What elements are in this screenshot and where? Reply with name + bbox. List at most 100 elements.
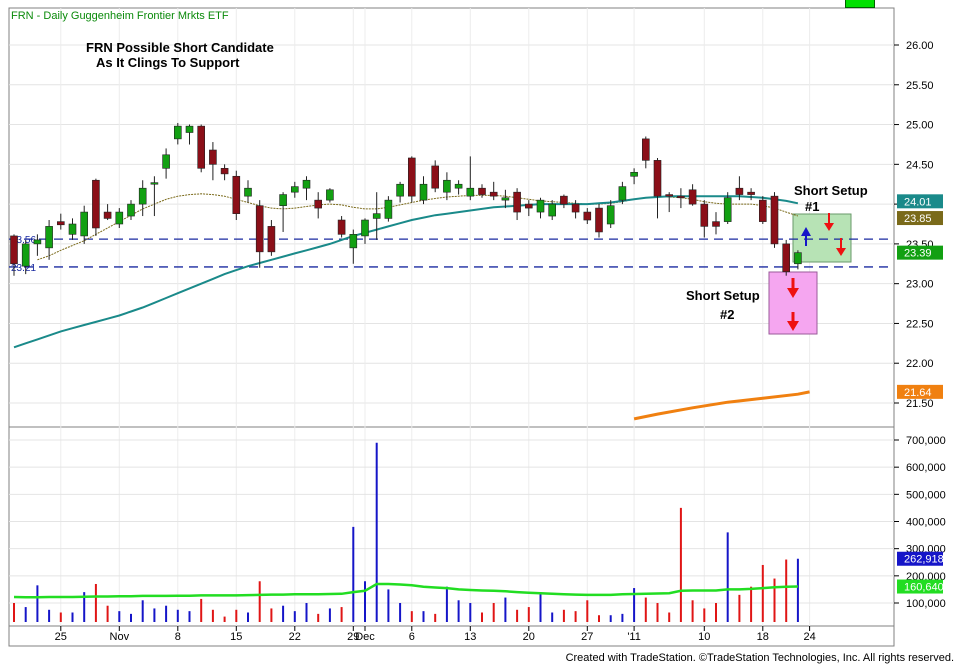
candle-body (267, 226, 276, 253)
price-tick-label: 25.00 (906, 120, 934, 132)
price-tick-label: 23.00 (906, 279, 934, 291)
price-tick-label: 22.00 (906, 358, 934, 370)
candle-body (443, 179, 451, 193)
candle-body (723, 197, 732, 222)
candle-body (56, 221, 65, 226)
candle-body (548, 203, 557, 217)
candle-body (80, 211, 88, 237)
date-tick-label: Dec (355, 631, 375, 643)
date-tick-label: 15 (230, 631, 242, 643)
price-tick-label: 24.50 (906, 159, 934, 171)
ma-long-line (13, 195, 799, 349)
price-tag-bg (897, 384, 943, 399)
candle-body (665, 194, 674, 197)
candle-body (326, 189, 334, 201)
candle-body (700, 203, 709, 227)
candle-body (337, 219, 346, 235)
candle-body (571, 203, 580, 213)
price-tag: 24.01 (904, 196, 932, 208)
candle-body (758, 199, 767, 222)
candle-body (396, 183, 404, 197)
price-tag-bg (897, 194, 943, 209)
candle-body (688, 189, 697, 205)
candle-body (138, 187, 147, 205)
candle-body (33, 239, 42, 245)
annotation-setup1-line1: Short Setup (794, 183, 868, 198)
arrow-up-icon (801, 227, 811, 246)
volume-tag: 160,640 (904, 582, 944, 594)
candle-body (770, 195, 779, 245)
candle-body (103, 211, 112, 219)
candle-body (361, 219, 369, 237)
arrow-down-icon (836, 238, 846, 256)
candle-body (174, 125, 182, 140)
candle-body (618, 186, 627, 201)
date-tick-label: 24 (803, 631, 815, 643)
candle-body (454, 183, 463, 189)
candle-body (466, 187, 475, 197)
candle-body (21, 243, 30, 267)
candle-body (735, 187, 744, 195)
arrow-down-icon (787, 278, 799, 298)
volume-tag: 262,918 (904, 554, 944, 566)
candle-body (45, 226, 53, 249)
candle-body (419, 183, 428, 201)
volume-average-line (13, 582, 798, 599)
candle-body (68, 223, 77, 235)
candle-body (220, 168, 229, 175)
candle-body (127, 203, 135, 217)
candle-body (630, 171, 638, 177)
candle-body (478, 187, 486, 195)
candle-body (302, 179, 311, 189)
candle-body (255, 205, 264, 253)
candle-body (501, 197, 510, 201)
volume-tag-bg (897, 579, 943, 594)
candle-body (583, 211, 592, 221)
candle-body (314, 199, 323, 209)
candle-body (92, 179, 100, 229)
candle-body (384, 199, 393, 219)
price-tag-bg (897, 245, 943, 260)
candle-body (595, 207, 603, 233)
date-tick-label: 10 (698, 631, 710, 643)
date-tick-label: 8 (175, 631, 181, 643)
candle-body (747, 191, 755, 195)
footer-credit: Created with TradeStation. ©TradeStation… (565, 652, 954, 664)
candle-body (677, 195, 685, 199)
chart-title: FRN - Daily Guggenheim Frontier Mrkts ET… (11, 10, 229, 22)
candle-body (244, 187, 252, 197)
price-tick-label: 25.50 (906, 80, 934, 92)
candle-body (197, 125, 205, 169)
candle-body (712, 221, 720, 227)
price-tag: 23.39 (904, 248, 932, 260)
candle-body (653, 160, 662, 197)
price-tick-label: 26.00 (906, 40, 934, 52)
price-tag: 23.85 (904, 213, 932, 225)
candle-body (560, 195, 568, 205)
candle-body (10, 235, 18, 265)
support-label: 23.56 (11, 235, 36, 246)
candle-body (349, 234, 358, 249)
candle-body (372, 213, 381, 219)
date-tick-label: 20 (523, 631, 535, 643)
candle-body (513, 191, 521, 213)
volume-tick-label: 700,000 (906, 435, 946, 447)
candle-body (162, 154, 170, 169)
candle-body (489, 191, 498, 197)
date-tick-label: '11 (627, 631, 641, 643)
candle-body (641, 138, 650, 161)
candle-body (232, 175, 241, 214)
candle-body (794, 252, 802, 265)
annotation-setup2-line2: #2 (720, 307, 735, 322)
arrow-down-icon (787, 312, 799, 331)
volume-tick-label: 400,000 (906, 517, 946, 529)
date-tick-label: Nov (110, 631, 130, 643)
annotation-setup1-line2: #1 (805, 199, 820, 214)
volume-tick-label: 100,000 (906, 598, 946, 610)
date-tick-label: 22 (289, 631, 301, 643)
indicator-tab[interactable] (845, 0, 875, 8)
candle-body (209, 149, 217, 165)
date-tick-label: 18 (757, 631, 769, 643)
price-tag: 21.64 (904, 387, 932, 399)
